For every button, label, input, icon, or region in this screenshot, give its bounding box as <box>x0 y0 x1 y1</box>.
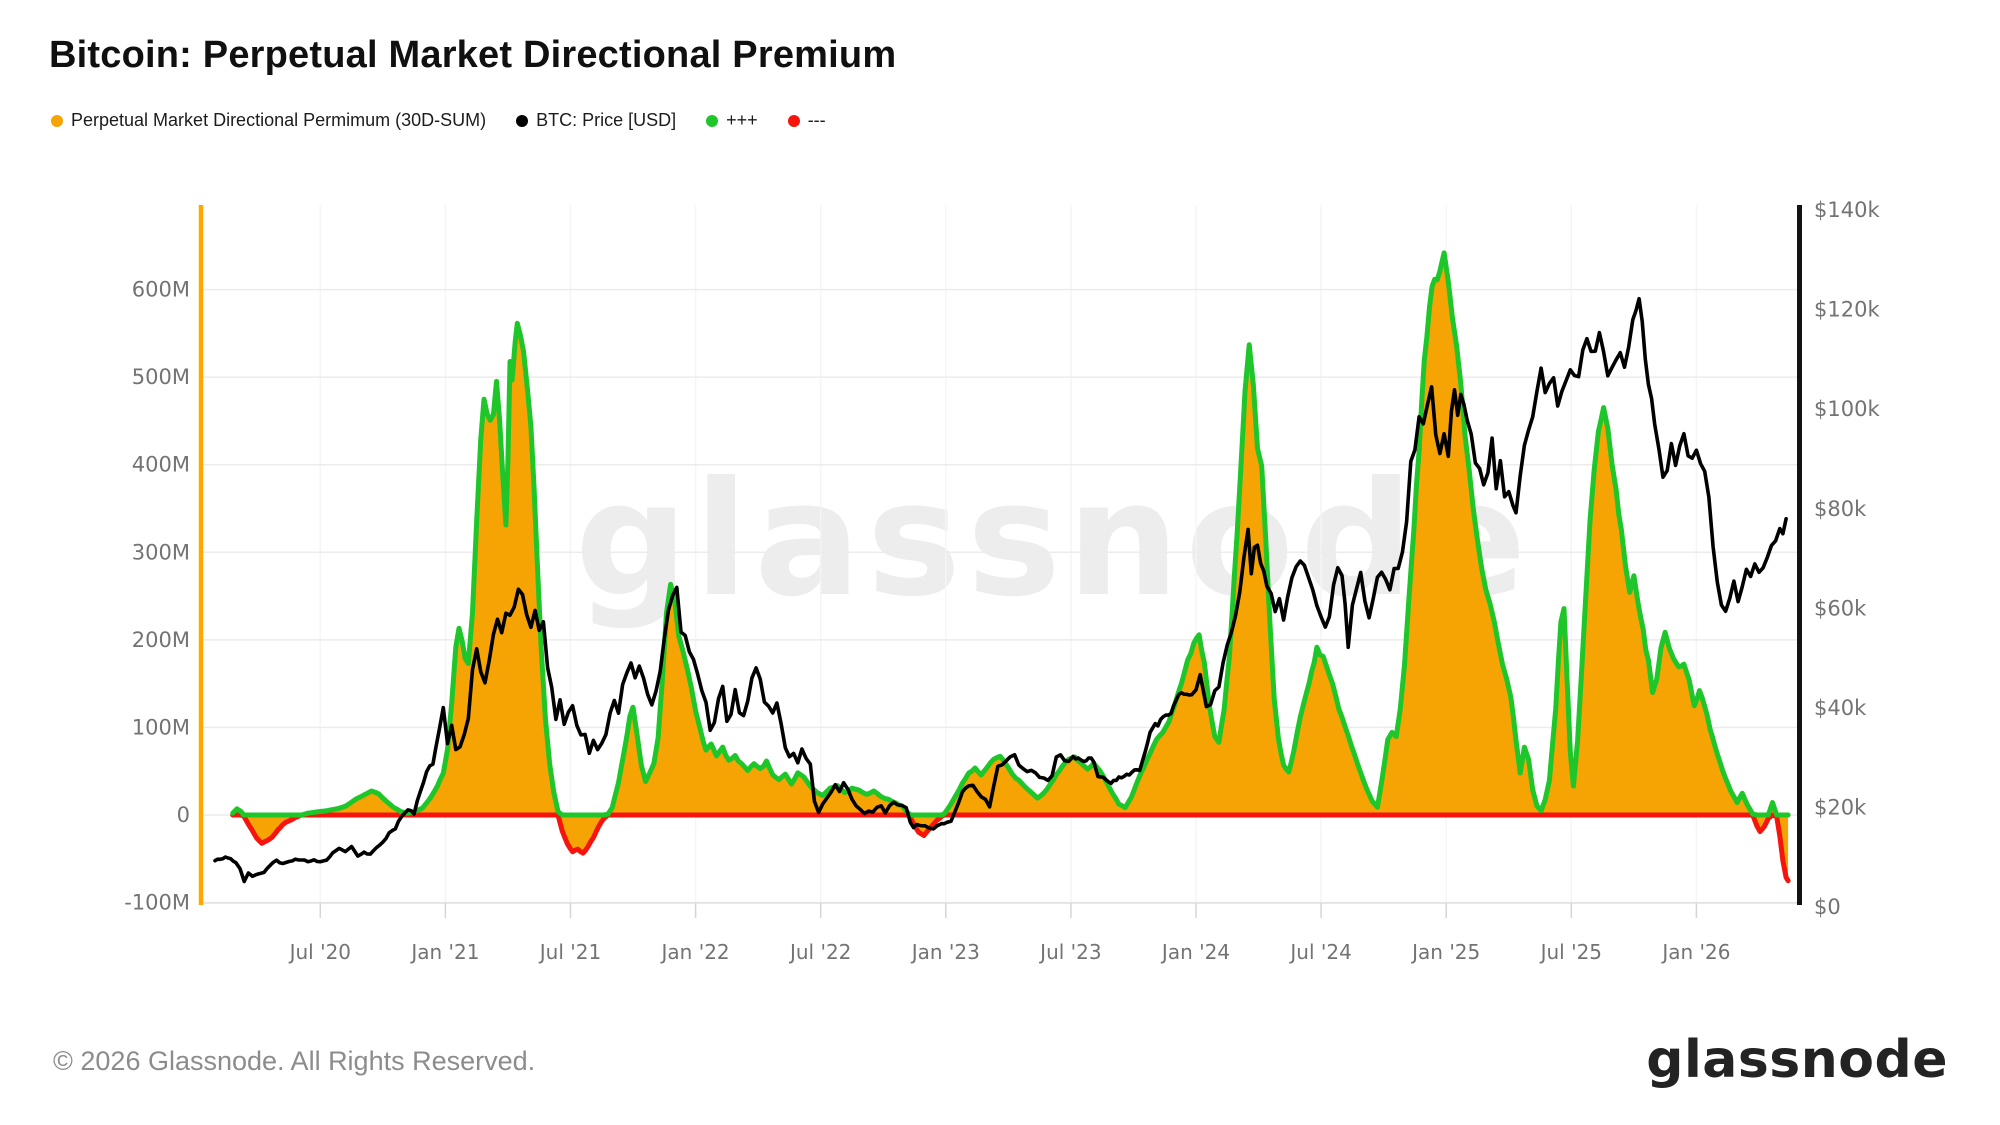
premium-area-fill <box>232 252 1789 881</box>
premium-positive-line <box>230 250 1791 818</box>
legend-dot-negative <box>787 114 800 127</box>
y-left-tick-300M: 300M <box>132 540 190 564</box>
x-tick-Jul22: Jul '22 <box>788 940 851 964</box>
y-right-tick-40k: $40k <box>1814 696 1867 720</box>
y-left-tick-0: 0 <box>177 803 190 827</box>
premium-negative-line <box>230 812 1791 884</box>
glassnode-logo[interactable]: glassnode <box>1646 1030 1948 1090</box>
legend-label-positive: +++ <box>726 110 758 130</box>
x-tick-Jan22: Jan '22 <box>660 940 730 964</box>
x-tick-Jul25: Jul '25 <box>1539 940 1602 964</box>
y-left-tick-100M: 100M <box>132 715 190 739</box>
legend-item-negative[interactable]: --- <box>787 110 826 131</box>
x-tick-Jan23: Jan '23 <box>910 940 980 964</box>
x-tick-Jul20: Jul '20 <box>288 940 351 964</box>
y-right-tick-60k: $60k <box>1814 596 1867 620</box>
y-left-tick-400M: 400M <box>132 453 190 477</box>
y-left-tick--100M: -100M <box>124 891 190 915</box>
legend-label-premium: Perpetual Market Directional Permimum (3… <box>71 110 487 130</box>
btc-price-line <box>213 296 1788 884</box>
legend-item-premium[interactable]: Perpetual Market Directional Permimum (3… <box>51 110 486 131</box>
x-tick-Jul24: Jul '24 <box>1288 940 1351 964</box>
legend: Perpetual Market Directional Permimum (3… <box>51 110 826 131</box>
legend-item-btc-price[interactable]: BTC: Price [USD] <box>516 110 676 131</box>
x-tick-Jan26: Jan '26 <box>1660 940 1730 964</box>
y-right-tick-0: $0 <box>1814 895 1841 919</box>
x-tick-Jul23: Jul '23 <box>1038 940 1101 964</box>
y-left-tick-200M: 200M <box>132 628 190 652</box>
legend-dot-positive <box>706 114 719 127</box>
y-left-tick-500M: 500M <box>132 365 190 389</box>
legend-label-btc-price: BTC: Price [USD] <box>536 110 677 130</box>
x-tick-Jan24: Jan '24 <box>1160 940 1230 964</box>
x-tick-Jul21: Jul '21 <box>538 940 601 964</box>
copyright-text: © 2026 Glassnode. All Rights Reserved. <box>53 1046 536 1076</box>
x-tick-Jan25: Jan '25 <box>1410 940 1480 964</box>
y-right-tick-140k: $140k <box>1814 198 1880 222</box>
y-right-tick-120k: $120k <box>1814 298 1880 322</box>
legend-dot-btc-price <box>516 114 529 127</box>
x-tick-Jan21: Jan '21 <box>409 940 479 964</box>
legend-label-negative: --- <box>807 110 826 130</box>
page-title: Bitcoin: Perpetual Market Directional Pr… <box>49 34 897 76</box>
y-right-tick-100k: $100k <box>1814 397 1880 421</box>
legend-dot-premium <box>51 114 63 127</box>
watermark-text: glassnode <box>575 448 1533 632</box>
y-right-tick-80k: $80k <box>1814 497 1867 521</box>
y-left-tick-600M: 600M <box>132 278 190 302</box>
legend-item-positive[interactable]: +++ <box>706 110 758 131</box>
y-right-tick-20k: $20k <box>1814 796 1867 820</box>
